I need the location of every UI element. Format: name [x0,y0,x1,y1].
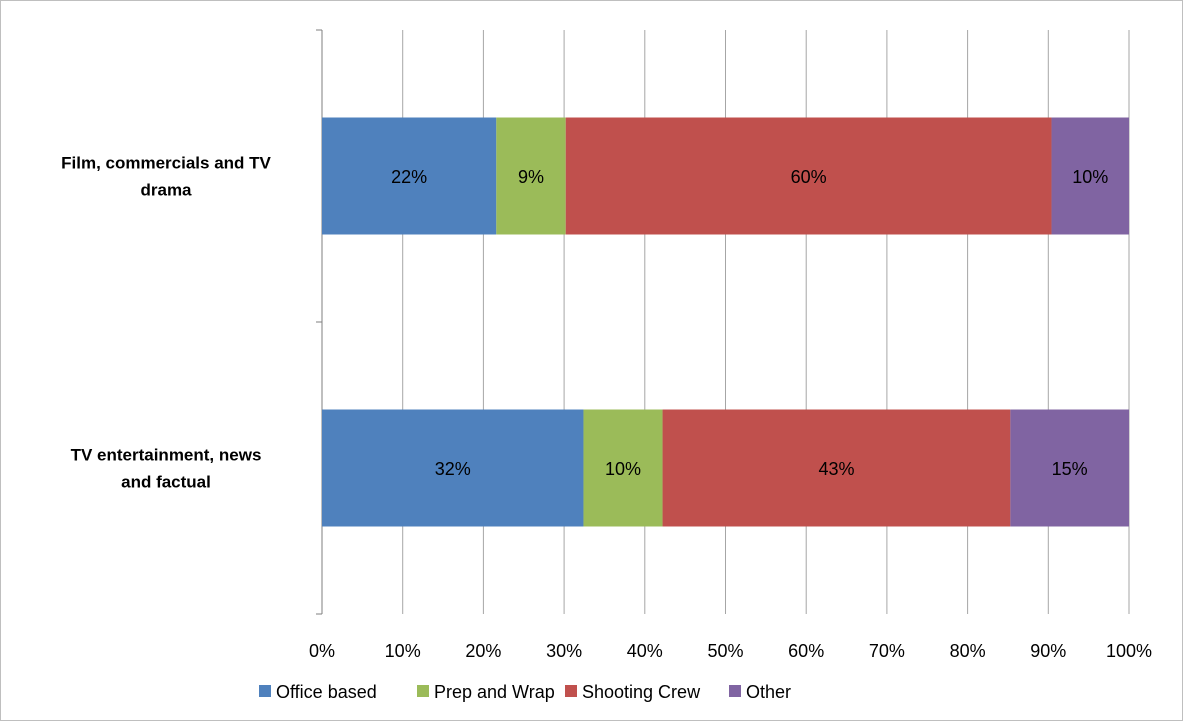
x-tick-label: 20% [465,641,501,661]
x-tick-label: 10% [385,641,421,661]
data-label: 9% [518,167,544,187]
x-tick-label: 40% [627,641,663,661]
x-tick-label: 70% [869,641,905,661]
x-tick-label: 90% [1030,641,1066,661]
bar-segment [322,117,497,235]
x-tick-label: 0% [309,641,335,661]
data-label: 10% [605,459,641,479]
data-label: 10% [1072,167,1108,187]
legend-label: Prep and Wrap [434,682,555,702]
legend-label: Other [746,682,791,702]
legend-swatch [417,685,429,697]
axes [316,29,323,615]
legend-swatch [729,685,741,697]
legend-label: Shooting Crew [582,682,701,702]
bar-segment [565,117,1052,235]
bar-segment [583,409,663,527]
category-label: Film, commercials and TV drama [61,154,271,200]
data-label: 22% [391,167,427,187]
x-tick-label: 50% [707,641,743,661]
data-label: 43% [818,459,854,479]
bar-segment [662,409,1011,527]
data-label: 60% [791,167,827,187]
legend: Office based Prep and Wrap Shooting Crew Ot… [259,682,791,702]
legend-label: Office based [276,682,377,702]
x-tick-label: 80% [950,641,986,661]
bar-segment [496,117,566,235]
legend-swatch [259,685,271,697]
bar-segment [1010,409,1129,527]
bar-segment [1051,117,1129,235]
category-labels: Film, commercials and TV drama TV entertai… [61,154,271,492]
category-label: TV entertainment, news and factual [71,446,262,492]
x-tick-label: 30% [546,641,582,661]
legend-swatch [565,685,577,697]
data-labels: 22% 9% 60% 10% 32% 10% 43% 15% [391,167,1108,479]
x-tick-label: 60% [788,641,824,661]
data-label: 15% [1052,459,1088,479]
x-tick-labels: 0% 10% 20% 30% 40% 50% 60% 70% 80% 90% 100% [309,641,1152,661]
x-tick-label: 100% [1106,641,1152,661]
data-label: 32% [435,459,471,479]
bar-segment [322,409,584,527]
bars [322,117,1129,527]
